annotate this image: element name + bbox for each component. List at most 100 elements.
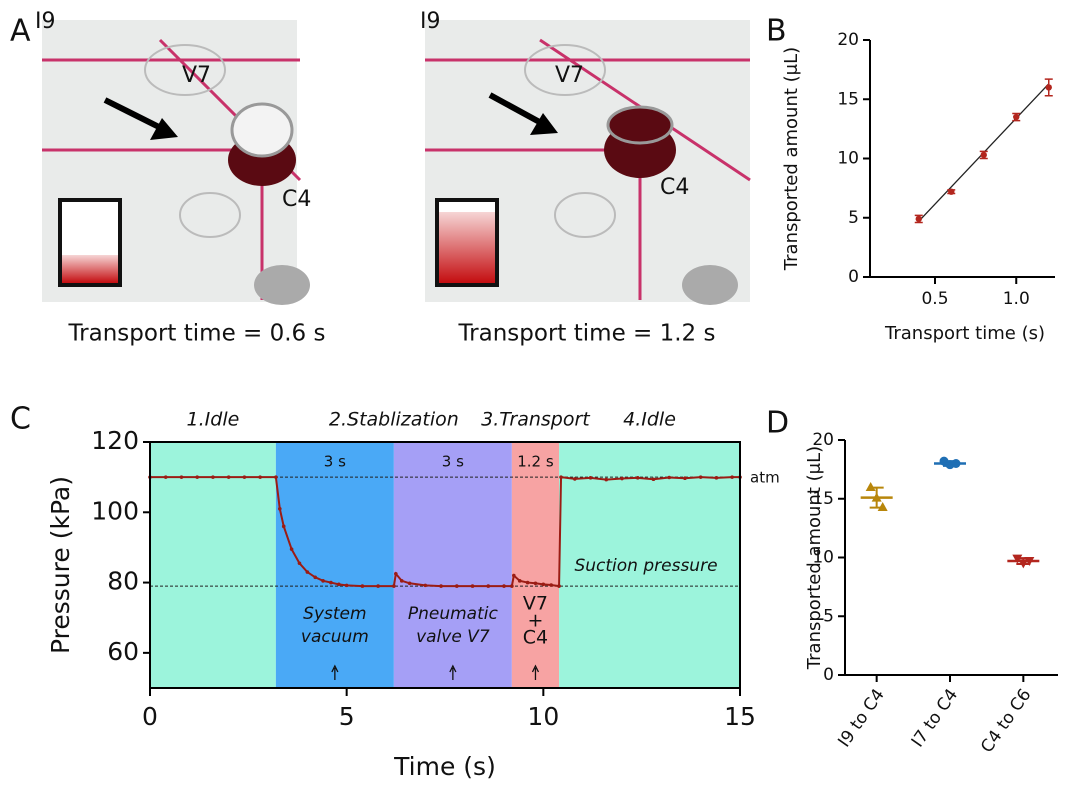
point — [179, 475, 184, 479]
phase-label: 4.Idle — [623, 409, 676, 431]
point — [274, 475, 278, 479]
point — [376, 584, 380, 588]
note-arrow — [531, 664, 540, 680]
phase-label: 2.Stablization — [329, 409, 459, 431]
point — [321, 579, 325, 583]
point — [344, 583, 349, 588]
point — [486, 584, 491, 588]
point — [407, 581, 412, 586]
duration-label: 3 s — [324, 453, 346, 471]
atm-label: atm — [750, 469, 780, 487]
phase-region — [559, 442, 740, 688]
point — [195, 475, 199, 479]
point — [337, 582, 341, 587]
point — [392, 584, 396, 588]
point — [667, 475, 671, 480]
point — [305, 570, 310, 574]
note-arrow — [449, 664, 457, 680]
suction-label: Suction pressure — [574, 556, 717, 576]
phase-label: 3.Transport — [481, 409, 591, 431]
y-tick-label: 20 — [812, 430, 834, 450]
point — [635, 476, 640, 480]
x-tick-label: 0.5 — [921, 289, 948, 309]
y-tick-label: 120 — [91, 426, 139, 455]
point — [549, 583, 553, 587]
point — [714, 476, 719, 480]
x-tick-label: 5 — [339, 702, 355, 731]
panel-label: C — [10, 402, 31, 437]
x-tick-label: I9 to C4 — [834, 685, 888, 751]
region-note: System — [303, 604, 366, 624]
point — [651, 477, 656, 482]
point — [399, 579, 404, 583]
region-note: V7 — [523, 593, 548, 615]
photo-label: C4 — [660, 175, 689, 200]
point — [620, 476, 624, 481]
y-tick-label: 10 — [812, 548, 834, 568]
x-axis-label: Transport time (s) — [884, 323, 1045, 344]
y-tick-label: 60 — [107, 637, 139, 666]
point — [559, 475, 563, 479]
x-axis-label: Time (s) — [393, 752, 496, 781]
phase-region — [511, 442, 560, 688]
point — [510, 584, 514, 588]
point — [1045, 84, 1052, 91]
region-note: C4 — [523, 627, 548, 649]
y-tick-label: 80 — [107, 567, 139, 596]
region-note: + — [528, 610, 544, 632]
y-tick-label: 0 — [848, 267, 859, 287]
point — [865, 482, 876, 491]
point — [242, 475, 247, 479]
point — [258, 475, 262, 479]
y-tick-label: 10 — [837, 149, 859, 169]
point — [573, 477, 577, 481]
point — [877, 501, 888, 511]
point — [423, 583, 428, 588]
y-tick-label: 100 — [91, 496, 139, 525]
point — [1012, 554, 1023, 564]
point — [604, 477, 609, 482]
point — [281, 524, 286, 529]
photo-label: V7 — [555, 63, 584, 88]
point — [360, 584, 365, 588]
duration-label: 1.2 s — [517, 453, 554, 471]
y-tick-label: 0 — [823, 665, 834, 685]
point — [683, 476, 687, 480]
point — [541, 582, 546, 587]
phase-label: 1.Idle — [187, 409, 240, 431]
point — [915, 215, 922, 223]
point — [455, 584, 459, 588]
x-tick-label: 1.0 — [1003, 289, 1030, 309]
y-tick-label: 5 — [823, 606, 834, 626]
point — [502, 584, 506, 588]
point — [980, 151, 987, 159]
x-tick-label: I7 to C4 — [908, 685, 962, 751]
point — [517, 579, 522, 583]
point — [533, 581, 538, 586]
point — [730, 475, 734, 479]
region-note: Pneumatic — [408, 604, 499, 624]
phase-region — [393, 442, 512, 688]
x-tick-label: C4 to C6 — [977, 685, 1035, 756]
y-tick-label: 15 — [837, 89, 859, 109]
y-tick-label: 15 — [812, 489, 834, 509]
point — [297, 561, 302, 566]
y-axis-label: Transported amount (μL) — [781, 47, 802, 271]
panel-label: D — [766, 406, 789, 441]
point — [211, 475, 215, 479]
photo-label: C4 — [282, 187, 311, 212]
y-axis-label: Transported amount (μL) — [804, 446, 825, 670]
x-tick-label: 10 — [527, 702, 559, 731]
point — [470, 584, 475, 588]
x-tick-label: 0 — [142, 702, 158, 731]
y-axis-label: Pressure (kPa) — [46, 476, 75, 654]
point — [698, 475, 703, 479]
panel-label: B — [766, 14, 787, 49]
point — [588, 476, 593, 480]
y-tick-label: 20 — [837, 30, 859, 50]
pressure-line — [150, 476, 740, 588]
phase-region — [150, 442, 276, 688]
x-tick-label: 15 — [724, 702, 756, 731]
point — [948, 188, 955, 195]
